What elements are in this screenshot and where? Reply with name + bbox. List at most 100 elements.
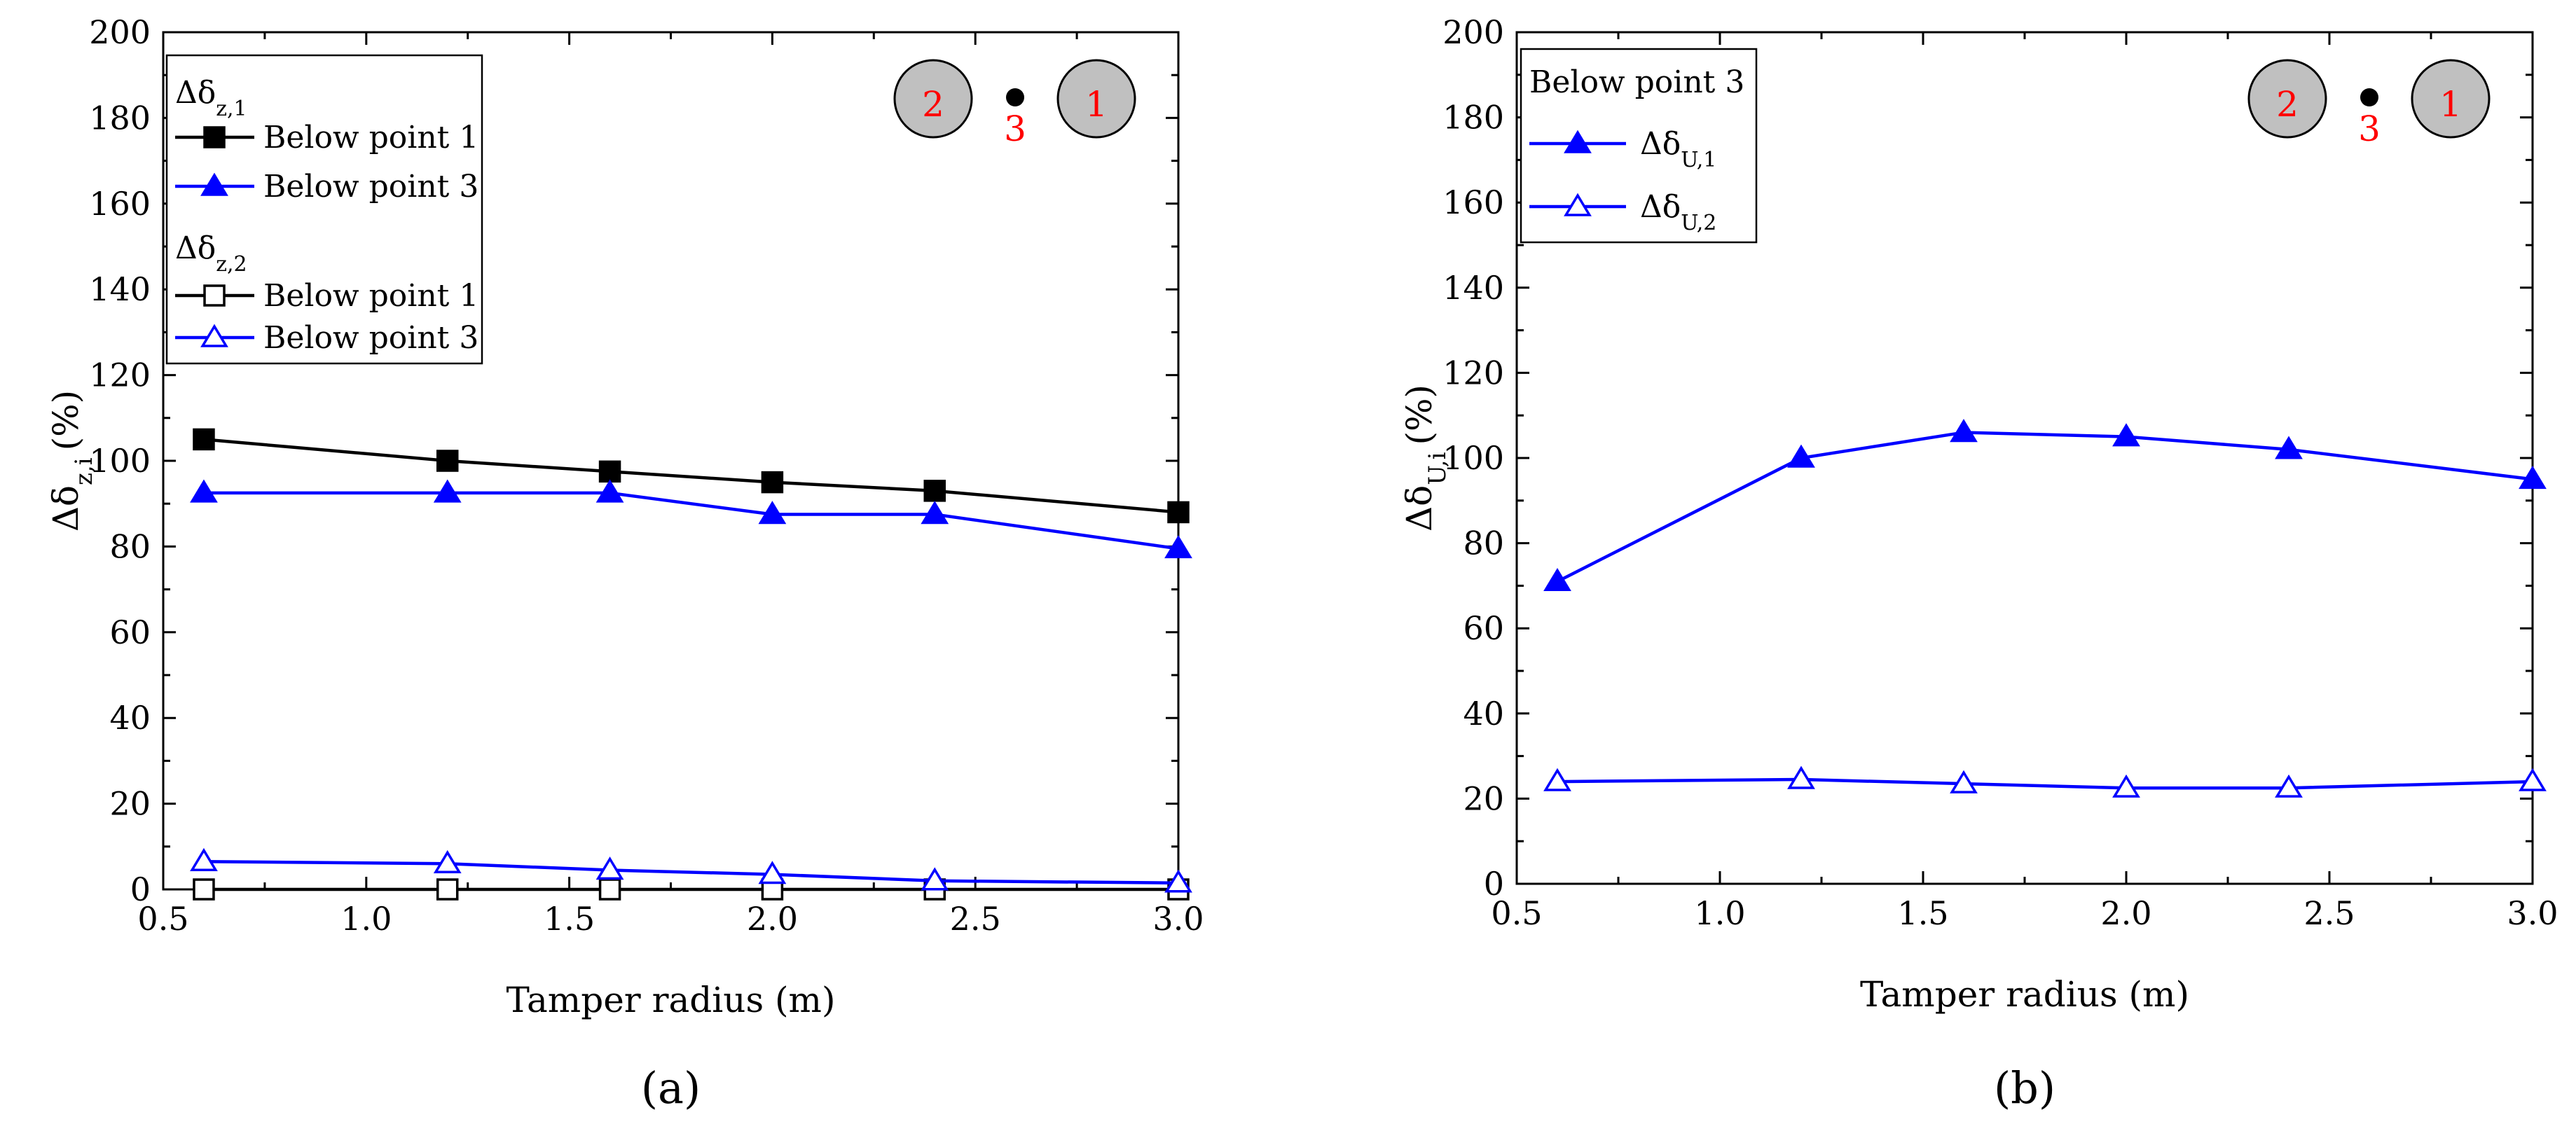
legend-swatch-marker (1564, 193, 1592, 216)
data-point (921, 867, 949, 891)
data-point (193, 878, 215, 901)
series-line (1556, 431, 2533, 583)
x-tick-label: 2.5 (950, 900, 1001, 938)
data-point (1950, 770, 1978, 793)
data-point (1543, 768, 1571, 791)
legend-swatch-marker (203, 284, 226, 307)
y-tick-label: 80 (109, 527, 151, 565)
series-3 (190, 847, 1192, 893)
series-line (203, 491, 1179, 550)
legend-box (1520, 48, 1758, 244)
y-tick-label: 20 (1463, 779, 1504, 817)
y-tick-label: 60 (1463, 609, 1504, 647)
legend-swatch-marker (200, 324, 228, 347)
tamper-circle-right (2411, 59, 2491, 139)
y-axis-title-group: ΔδU,i (%) (1399, 384, 1452, 532)
y-tick-label: 140 (1442, 269, 1504, 307)
tamper-diagram: 2 3 1 (893, 59, 1136, 149)
data-point (436, 878, 459, 901)
diagram-label-2: 2 (922, 84, 944, 125)
legend-group-header: Δδz,2 (175, 230, 247, 277)
x-tick-label: 1.5 (544, 900, 595, 938)
legend-swatch-marker (203, 126, 226, 148)
y-tick-label: 120 (1442, 354, 1504, 391)
y-tick-label: 180 (1442, 99, 1504, 137)
data-point (1167, 501, 1190, 524)
legend-swatch-marker (1564, 130, 1592, 153)
data-point (436, 450, 459, 472)
legend-label: Below point 1 (263, 120, 478, 155)
chart-panel-b: 0.5 1.0 1.5 2.0 2.5 3.0 0 20 40 60 80 100 120 140 160 1… (1399, 13, 2558, 1113)
legend-label: Below point 1 (263, 278, 478, 314)
x-tick-label: 0.5 (137, 900, 188, 938)
series-line (1557, 777, 2533, 790)
data-point (923, 480, 946, 502)
series-1 (190, 479, 1192, 559)
data-point (598, 460, 621, 483)
data-point (193, 428, 215, 451)
x-tick-label: 1.0 (340, 900, 392, 938)
legend-group-header-main: Δδ (175, 75, 216, 111)
tamper-diagram: 2 3 1 (2247, 59, 2491, 149)
data-point (1164, 535, 1192, 559)
data-point (1787, 444, 1815, 468)
y-tick-label: 120 (89, 356, 151, 394)
data-point (595, 856, 624, 880)
y-axis-title-unit: (%) (1399, 384, 1440, 445)
legend-group-header: Δδz,1 (175, 75, 247, 121)
data-point (598, 878, 621, 901)
diagram-label-3: 3 (1004, 109, 1026, 149)
x-tick-label: 2.5 (2303, 894, 2355, 932)
data-point (2112, 774, 2140, 798)
data-point (758, 501, 787, 525)
panel-label: (b) (1994, 1062, 2055, 1113)
y-axis-title: ΔδU,i (%) (1399, 384, 1452, 532)
legend-label-main: Δδ (1640, 189, 1681, 225)
diagram-label-2: 2 (2276, 84, 2299, 125)
legend-group-header-sub: z,2 (216, 252, 247, 277)
legend-label: ΔδU,1 (1640, 126, 1716, 172)
legend-label-main: Δδ (1640, 126, 1681, 162)
legend-group-header-main: Δδ (175, 230, 216, 266)
data-point (1787, 765, 1815, 789)
diagram-label-3: 3 (2358, 109, 2381, 149)
y-tick-label: 0 (1484, 865, 1504, 903)
series-line (203, 859, 1179, 885)
y-tick-label: 200 (1442, 13, 1504, 51)
data-point (2275, 436, 2303, 459)
y-tick-label: 0 (130, 870, 151, 908)
data-point (433, 849, 462, 873)
y-tick-label: 160 (1442, 183, 1504, 221)
data-point (1164, 869, 1192, 893)
data-point (2275, 774, 2303, 798)
panel-label: (a) (641, 1062, 701, 1113)
legend-swatch-marker (200, 172, 228, 196)
y-axis-title-main: Δδ (46, 485, 86, 532)
data-point (190, 847, 218, 871)
y-tick-label: 140 (89, 270, 151, 308)
x-tick-label: 1.0 (1694, 894, 1745, 932)
y-tick-label: 100 (89, 442, 151, 480)
data-point (433, 479, 462, 503)
data-point (2112, 423, 2140, 447)
x-tick-label: 2.0 (2100, 894, 2151, 932)
legend-label-sub: U,2 (1681, 211, 1716, 235)
data-point (595, 479, 624, 503)
y-axis-title-group: Δδz,i (%) (46, 390, 98, 532)
y-tick-label: 20 (109, 785, 151, 823)
x-axis-title: Tamper radius (m) (1860, 974, 2189, 1015)
y-tick-label: 100 (1442, 439, 1504, 477)
series-1 (1543, 765, 2547, 798)
y-axis-title-main: Δδ (1399, 485, 1440, 532)
chart-panel-a: 0.5 1.0 1.5 2.0 2.5 3.0 0 20 40 60 80 100 120 140 160 1… (46, 13, 1204, 1113)
y-tick-label: 60 (109, 613, 151, 651)
y-axis-title-sub: z,i (70, 457, 98, 485)
y-tick-label: 40 (1463, 695, 1504, 733)
x-tick-label: 3.0 (1152, 900, 1204, 938)
series-line (203, 438, 1179, 514)
data-point (761, 471, 784, 494)
legend-label: ΔδU,2 (1640, 189, 1716, 235)
x-tick-label: 2.0 (747, 900, 798, 938)
